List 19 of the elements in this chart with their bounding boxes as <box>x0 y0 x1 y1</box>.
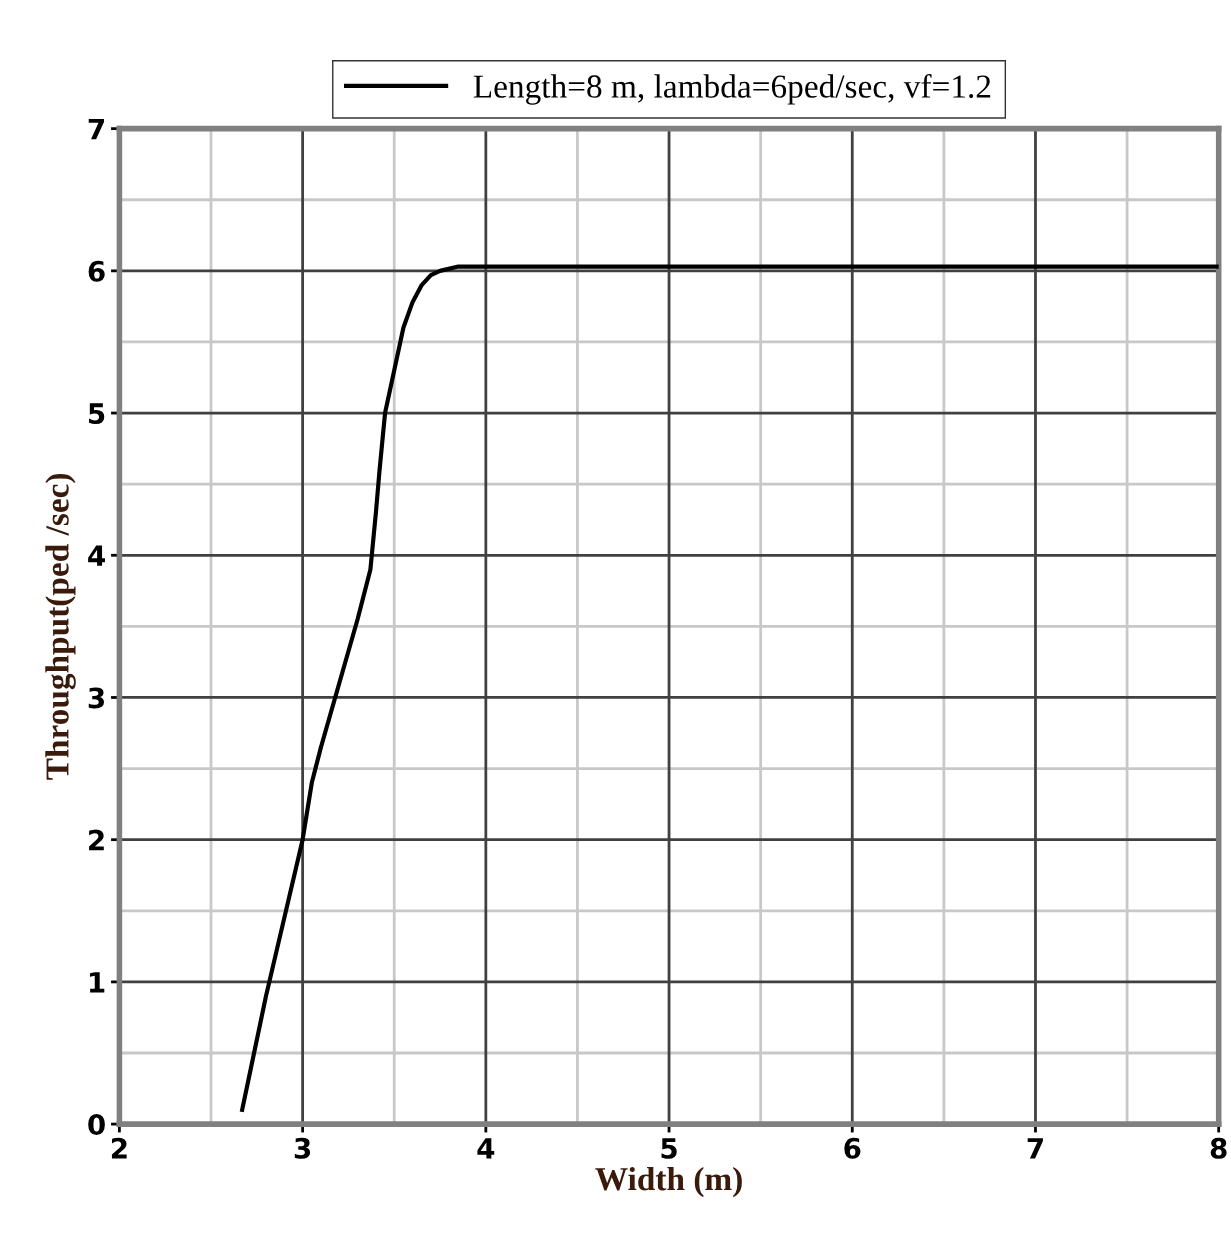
y-tick-label: 5 <box>89 403 105 425</box>
y-tick-label: 7 <box>88 118 104 140</box>
x-axis-title: Width (m) <box>595 1166 742 1198</box>
y-tick-label: 1 <box>90 972 105 993</box>
y-tick-label: 6 <box>88 260 105 282</box>
y-tick-label: 0 <box>88 1114 105 1136</box>
x-tick-label: 5 <box>661 1138 677 1159</box>
x-tick-label: 6 <box>844 1137 861 1159</box>
x-tick-label: 4 <box>477 1138 495 1159</box>
line-series <box>240 264 1219 1112</box>
y-tick-label: 3 <box>88 687 104 709</box>
y-tick-label: 2 <box>89 829 104 851</box>
y-axis-title: Throughput(ped /sec) <box>45 473 76 780</box>
x-tick-label: 2 <box>111 1137 127 1159</box>
x-tick-label: 3 <box>294 1137 311 1159</box>
x-tick-label: 7 <box>1027 1138 1043 1159</box>
y-tick-label: 4 <box>88 545 105 566</box>
x-tick-label: 8 <box>1210 1137 1227 1159</box>
legend-label: Length=8 m, lambda=6ped/sec, vf=1.2 <box>473 74 991 105</box>
